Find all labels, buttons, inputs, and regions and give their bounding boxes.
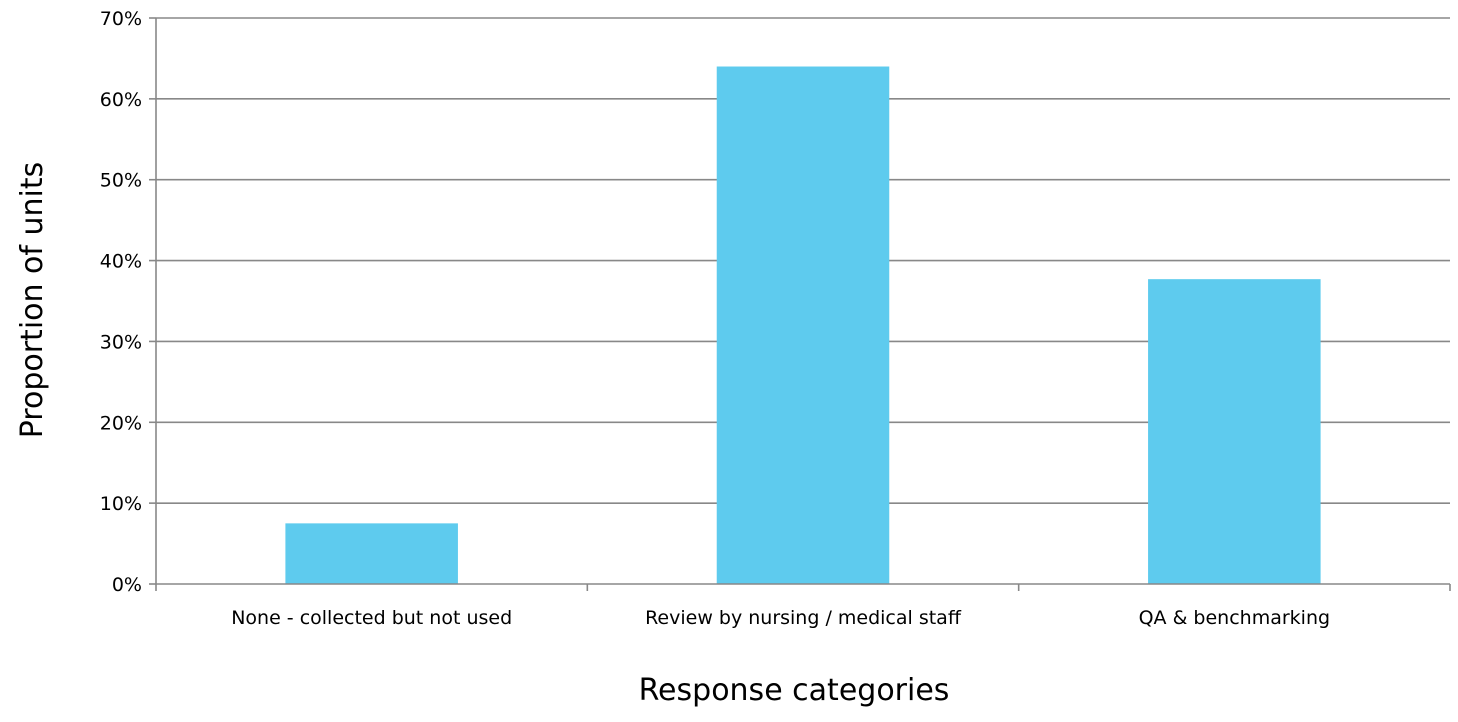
y-tick-label: 60% (100, 89, 142, 111)
y-tick-label: 70% (100, 8, 142, 30)
x-tick-labels: None - collected but not used Review by n… (231, 607, 1330, 629)
bar (716, 66, 890, 584)
bars (285, 66, 1321, 584)
x-tick-label: Review by nursing / medical staff (645, 607, 962, 629)
y-tick-label: 30% (100, 331, 142, 353)
y-tick-label: 50% (100, 170, 142, 192)
y-axis-title: Proportion of units (15, 162, 50, 439)
x-tick-label: None - collected but not used (231, 607, 512, 629)
y-tick-labels: 0% 10% 20% 30% 40% 50% 60% 70% (100, 8, 142, 596)
y-tick-label: 40% (100, 251, 142, 273)
bar (1148, 279, 1321, 584)
x-axis-title: Response categories (639, 673, 950, 708)
axes (149, 17, 1451, 591)
bar (285, 523, 458, 584)
y-tick-label: 10% (100, 493, 142, 515)
y-tick-label: 20% (100, 412, 142, 434)
y-tick-label: 0% (112, 574, 142, 596)
x-tick-label: QA & benchmarking (1139, 607, 1330, 629)
